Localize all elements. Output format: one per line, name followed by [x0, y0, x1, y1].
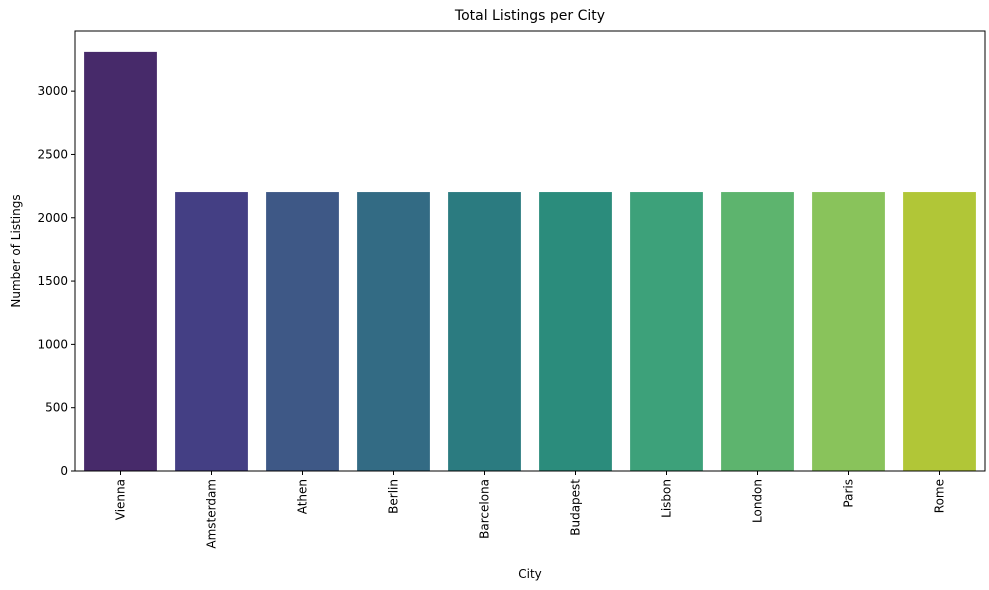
bar-budapest [539, 192, 612, 471]
y-tick-label: 3000 [37, 84, 68, 98]
y-axis: 0 500 1000 1500 2000 2500 3000 [37, 84, 75, 478]
x-tick-label: Rome [933, 479, 947, 513]
plot-frame [74, 30, 986, 472]
bar-berlin [357, 192, 430, 471]
x-tick-label: Vienna [114, 479, 128, 520]
y-tick-label: 2500 [37, 147, 68, 161]
x-tick-label: Amsterdam [205, 479, 219, 549]
bars-group [84, 51, 976, 471]
x-tick-label: Athen [296, 479, 310, 514]
bar-london [721, 192, 794, 471]
x-tick-label: Barcelona [478, 479, 492, 539]
x-tick-label: London [751, 479, 765, 523]
bar-paris [812, 192, 885, 471]
y-tick-label: 2000 [37, 211, 68, 225]
chart-title: Total Listings per City [454, 8, 605, 24]
y-tick-label: 500 [45, 401, 68, 415]
bar-rome [903, 192, 976, 471]
y-tick-label: 0 [60, 464, 68, 478]
x-tick-label: Paris [842, 479, 856, 508]
bar-athen [266, 192, 339, 471]
y-tick-label: 1000 [37, 337, 68, 351]
bar-amsterdam [175, 192, 248, 471]
bar-barcelona [448, 192, 521, 471]
bar-lisbon [630, 192, 703, 471]
x-axis-label: City [518, 567, 542, 581]
y-axis-label: Number of Listings [9, 194, 23, 307]
bar-vienna [84, 51, 157, 471]
x-axis: Vienna Amsterdam Athen Berlin Barcelona Budap… [114, 471, 947, 549]
x-tick-label: Berlin [387, 479, 401, 514]
x-tick-label: Budapest [569, 479, 583, 536]
x-tick-label: Lisbon [660, 479, 674, 518]
y-tick-label: 1500 [37, 274, 68, 288]
